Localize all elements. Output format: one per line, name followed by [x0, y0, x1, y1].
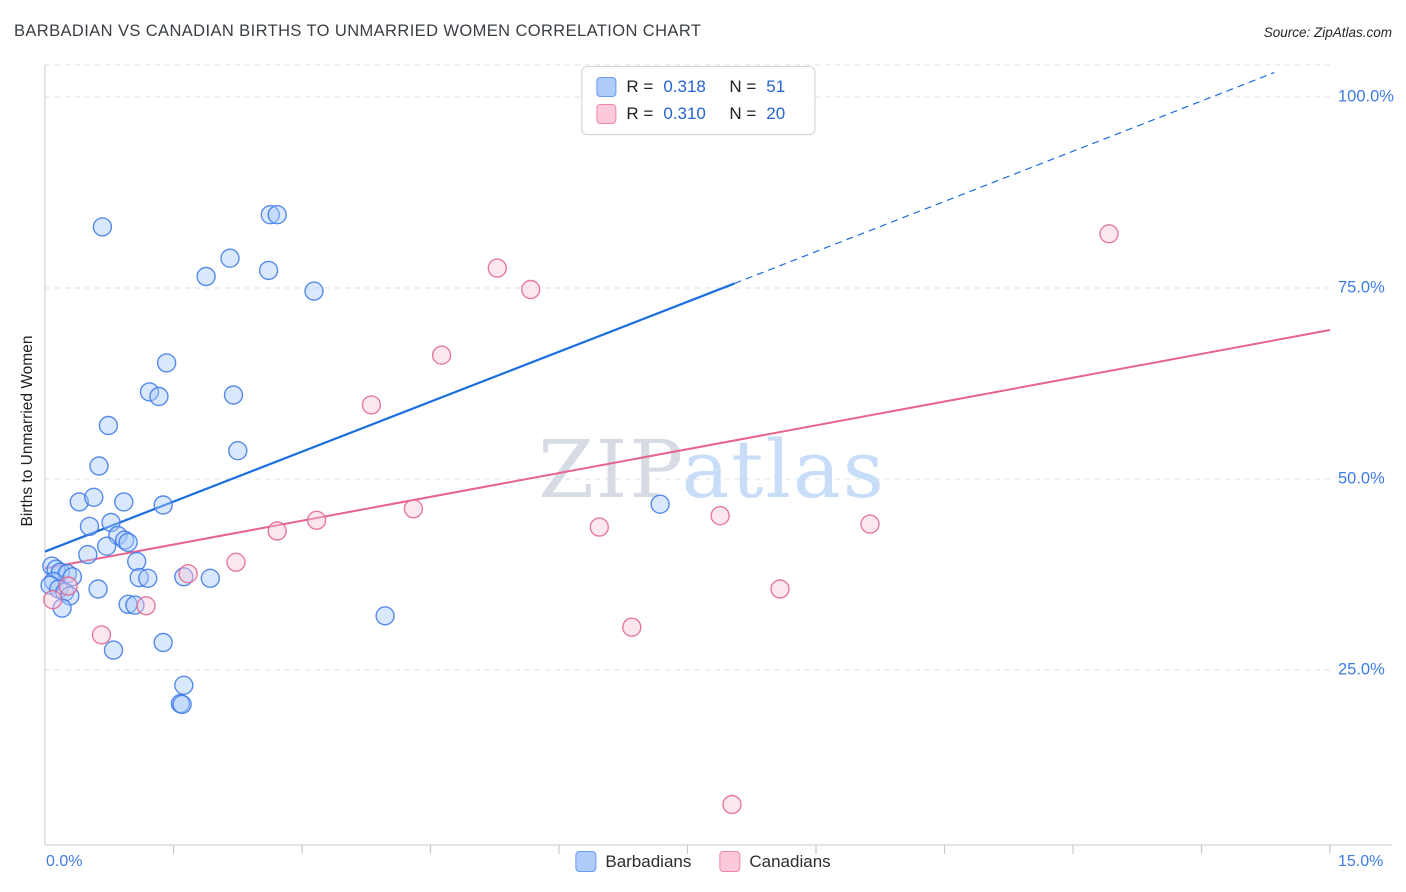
canadian-point: [403, 499, 424, 519]
canadian-point: [622, 617, 642, 637]
n-label: N =: [729, 77, 757, 96]
canadian-point: [487, 258, 507, 278]
legend-row-barbadians: R = 0.318 N = 51: [596, 77, 796, 97]
barbadian-point: [98, 415, 119, 436]
canadian-point: [710, 506, 730, 526]
legend-item-label: Canadians: [749, 851, 831, 871]
canadian-point: [361, 395, 382, 415]
r-label: R =: [626, 77, 654, 96]
canadian-point: [43, 590, 63, 610]
correlation-legend: R = 0.318 N = 51 R = 0.310 N = 20: [581, 66, 816, 135]
r-value: 0.310: [663, 104, 706, 123]
barbadian-point: [92, 217, 113, 237]
canadian-point: [521, 279, 541, 300]
n-label: N =: [729, 104, 757, 123]
source-attribution: Source: ZipAtlas.com: [1263, 25, 1392, 40]
legend-row-canadians: R = 0.310 N = 20: [596, 104, 796, 124]
barbadian-point: [138, 568, 158, 588]
barbadian-point: [126, 551, 147, 572]
barbadian-point: [96, 536, 117, 556]
barbadian-point: [174, 675, 194, 695]
legend-item-barbadians: Barbadians: [575, 851, 691, 872]
barbadian-point: [200, 568, 221, 588]
canadian-point: [178, 564, 198, 584]
barbadian-point: [89, 456, 109, 476]
y-tick-label-25: 25.0%: [1338, 660, 1385, 679]
barbadian-point: [149, 386, 169, 407]
barbadian-point: [153, 632, 173, 653]
barbadian-point: [223, 385, 244, 405]
barbadian-point: [62, 567, 83, 587]
canadian-point: [431, 345, 452, 365]
barbadian-point: [196, 266, 216, 287]
canadian-point: [306, 510, 327, 530]
barbadian-point: [84, 487, 104, 507]
barbadian-point: [258, 260, 279, 281]
legend-item-label: Barbadians: [605, 851, 692, 871]
trend-line-Canadians: [44, 329, 1331, 570]
barbadians-swatch: [575, 851, 597, 872]
series-legend: Barbadians Canadians: [575, 851, 831, 872]
barbadian-point: [156, 353, 177, 373]
canadians-swatch: [719, 851, 741, 872]
trend-lines: [44, 71, 1331, 570]
x-max-label: 15.0%: [1338, 853, 1384, 870]
n-value: 51: [766, 77, 786, 96]
y-tick-label-100: 100.0%: [1338, 87, 1394, 106]
gridlines: [45, 64, 1330, 671]
canadian-point: [722, 794, 742, 815]
canadian-point: [589, 517, 609, 537]
barbadian-point: [114, 492, 134, 512]
canadian-point: [860, 514, 880, 534]
barbadian-point: [304, 281, 324, 301]
y-tick-label-50: 50.0%: [1338, 469, 1385, 488]
barbadian-point: [103, 640, 124, 660]
barbadian-point: [88, 579, 108, 599]
barbadian-point: [172, 694, 192, 715]
canadian-point: [770, 579, 790, 599]
r-label: R =: [626, 104, 654, 123]
barbadian-point: [650, 494, 670, 514]
page-title: BARBADIAN VS CANADIAN BIRTHS TO UNMARRIE…: [14, 22, 702, 40]
n-value: 20: [766, 104, 786, 123]
barbadian-point: [79, 516, 100, 537]
canadian-point: [136, 596, 156, 616]
barbadians-swatch: [596, 77, 617, 97]
y-tick-label-75: 75.0%: [1338, 278, 1385, 297]
barbadian-point: [78, 544, 98, 565]
canadian-point: [267, 521, 287, 541]
canadian-point: [58, 576, 78, 596]
trend-line-Barbadians: [44, 282, 736, 553]
canadian-point: [91, 625, 112, 645]
canadian-point: [1099, 224, 1119, 244]
barbadian-point: [267, 204, 287, 225]
scatter-points: [40, 204, 1119, 815]
barbadian-point: [69, 492, 90, 512]
y-axis-title: Births to Unmarried Women: [19, 335, 36, 527]
barbadian-point: [260, 204, 280, 225]
barbadian-point: [118, 532, 138, 553]
canadians-swatch: [596, 104, 617, 124]
barbadian-point: [139, 382, 160, 402]
canadian-point: [226, 552, 246, 572]
barbadian-point: [220, 248, 240, 268]
r-value: 0.318: [663, 77, 706, 96]
barbadian-point: [153, 495, 173, 515]
x-min-label: 0.0%: [46, 853, 83, 870]
legend-item-canadians: Canadians: [719, 851, 831, 872]
barbadian-point: [228, 441, 248, 461]
barbadian-point: [375, 606, 395, 626]
barbadian-point: [114, 530, 135, 550]
watermark: ZIPatlas: [538, 423, 886, 516]
trend-line-Barbadians-projection: [734, 71, 1275, 284]
axes: [44, 65, 1392, 854]
